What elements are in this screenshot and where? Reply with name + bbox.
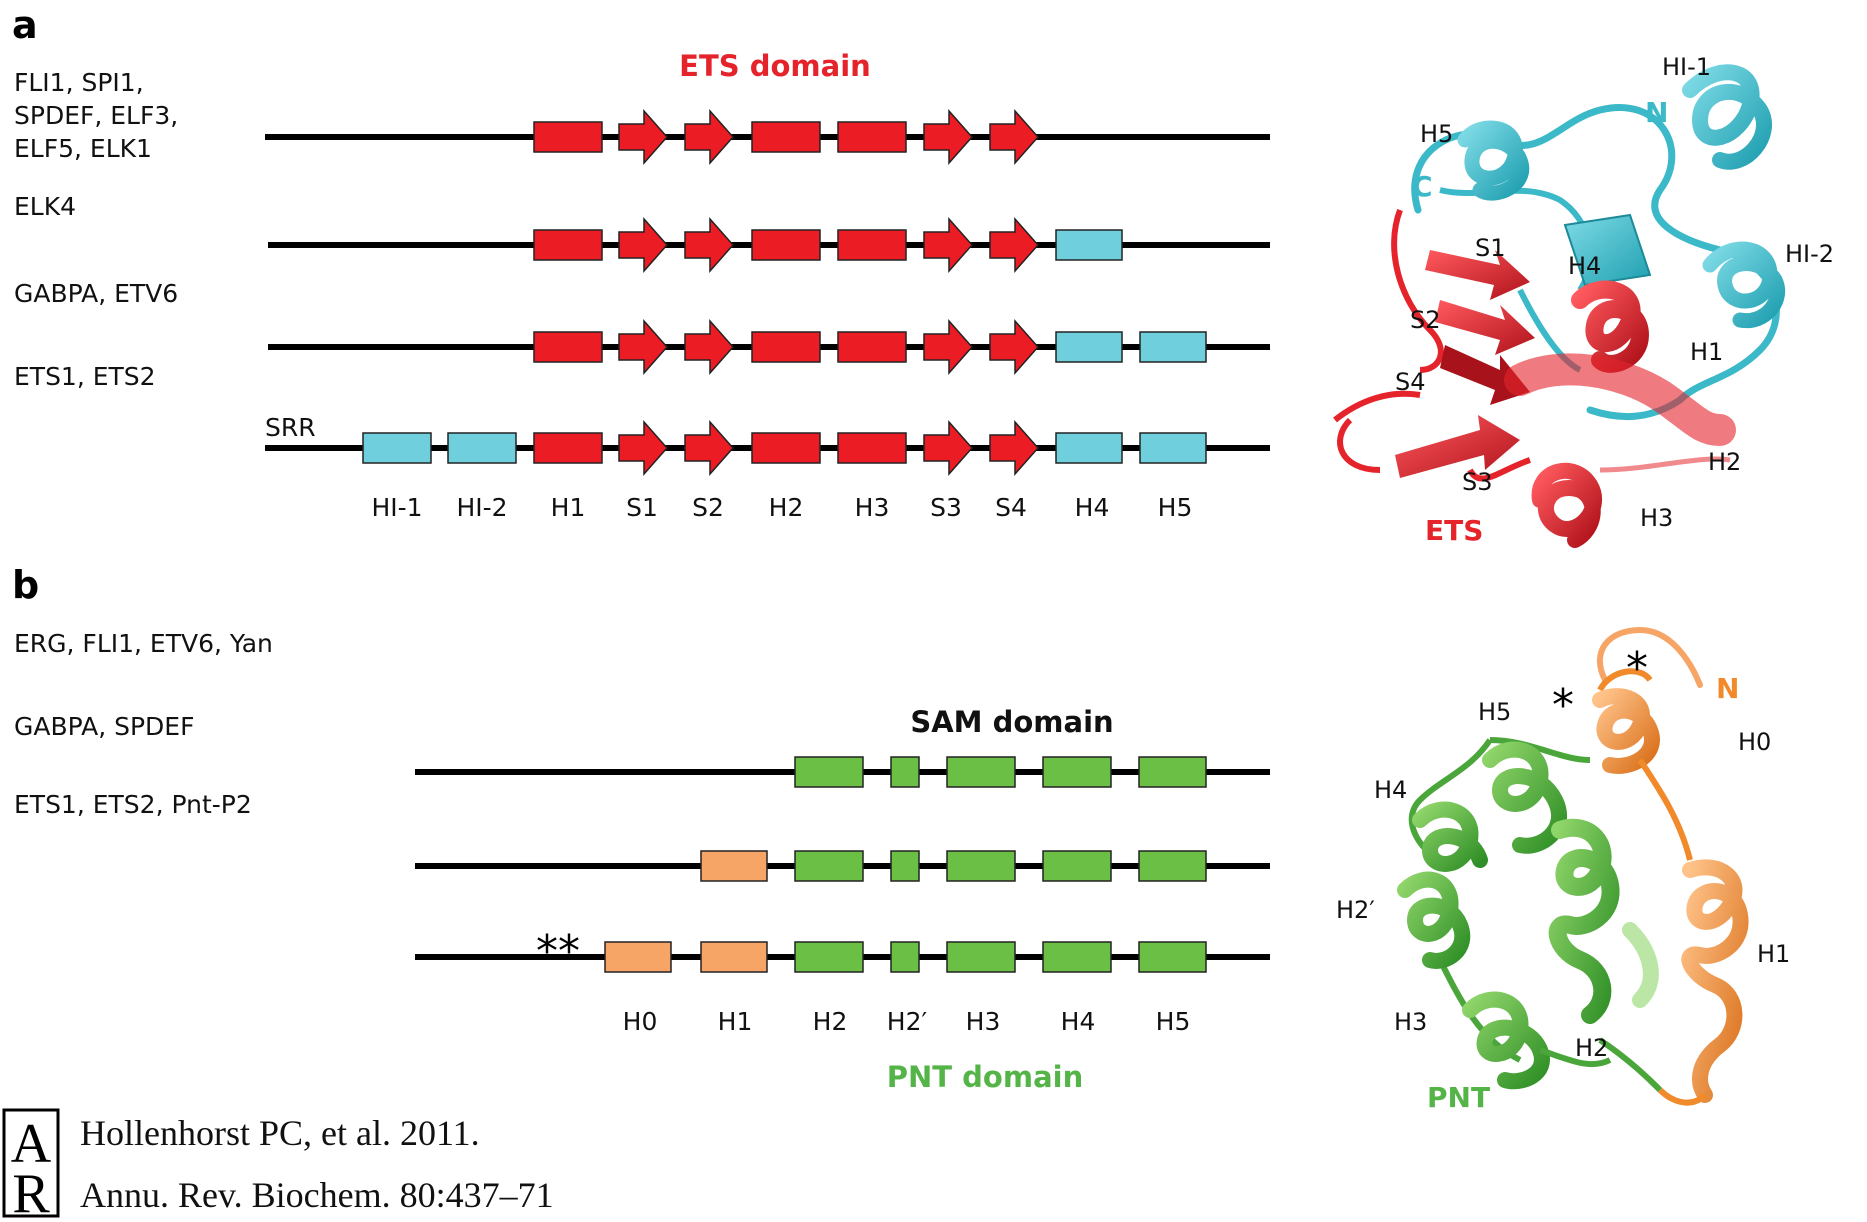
row-a2-names: ELK4	[14, 190, 76, 223]
element-label: H4	[1075, 493, 1110, 522]
row-a3-names: GABPA, ETV6	[14, 277, 178, 310]
label-h5-b: H5	[1478, 698, 1511, 726]
citation-line-2: Annu. Rev. Biochem. 80:437–71	[80, 1175, 554, 1215]
row-a1-names: FLI1, SPI1, SPDEF, ELF3, ELF5, ELK1	[14, 66, 178, 165]
row-name-line: ETS1, ETS2	[14, 362, 156, 391]
row-b1-names: ERG, FLI1, ETV6, Yan	[14, 627, 273, 660]
row-name-line: SPDEF, ELF3,	[14, 101, 179, 130]
row-a4-names: ETS1, ETS2	[14, 360, 156, 393]
element-label: H1	[718, 1007, 753, 1036]
element-label: S3	[930, 493, 962, 522]
element-label: HI-1	[371, 493, 422, 522]
row-name-line: ELK4	[14, 192, 77, 221]
label-h4: H4	[1568, 252, 1601, 280]
element-labels-a: HI-1 HI-2 H1 S1 S2 H2 H3 S3 S4 H4 H5	[371, 493, 1192, 522]
label-star-2: *	[1626, 643, 1648, 694]
element-label: S1	[626, 493, 658, 522]
label-h2p-b: H2′	[1336, 896, 1375, 924]
element-label: HI-2	[456, 493, 507, 522]
element-label: H2	[769, 493, 804, 522]
row-name-line: GABPA, SPDEF	[14, 712, 195, 741]
label-h3: H3	[1640, 504, 1673, 532]
element-label: H3	[966, 1007, 1001, 1036]
srr-label: SRR	[265, 413, 316, 442]
pnt-domain-title: PNT domain	[887, 1060, 1083, 1094]
label-h4-b: H4	[1374, 776, 1407, 804]
label-h2-b: H2	[1575, 1034, 1608, 1062]
sam-domain-title: SAM domain	[910, 705, 1113, 739]
element-label: H1	[551, 493, 586, 522]
label-pnt: PNT	[1427, 1081, 1490, 1114]
label-s3: S3	[1462, 468, 1493, 496]
element-label: S2	[692, 493, 724, 522]
label-n-terminus-b: N	[1716, 672, 1739, 705]
row-name-line: ETS1, ETS2, Pnt-P2	[14, 790, 252, 819]
row-name-line: ERG, FLI1, ETV6, Yan	[14, 629, 273, 658]
ets-domain-title: ETS domain	[679, 49, 871, 83]
label-s1: S1	[1475, 234, 1506, 262]
label-c-terminus: C	[1412, 170, 1433, 203]
label-h3-b: H3	[1394, 1008, 1427, 1036]
annual-reviews-logo: A R	[2, 1108, 60, 1222]
element-label: S4	[995, 493, 1027, 522]
protein-row-b1	[415, 756, 1270, 788]
protein-row-a1	[265, 109, 1270, 165]
logo-letter-a: A	[11, 1113, 52, 1175]
protein-row-b2	[415, 850, 1270, 882]
row-name-line: FLI1, SPI1,	[14, 68, 144, 97]
element-label: H2′	[887, 1007, 928, 1036]
element-label: H0	[623, 1007, 658, 1036]
panel-letter-a: a	[12, 3, 38, 47]
logo-letter-r: R	[12, 1163, 50, 1222]
label-h1: H1	[1690, 338, 1723, 366]
row-name-line: ELF5, ELK1	[14, 134, 152, 163]
label-n-terminus: N	[1645, 96, 1668, 129]
label-s4: S4	[1395, 368, 1426, 396]
label-h5: H5	[1420, 120, 1453, 148]
element-label: H5	[1158, 493, 1193, 522]
ets-structure: HI-1 N H5 C S1 H4 HI-2 S2 H1 S4 H2 S3 H3…	[1333, 53, 1834, 548]
row-b3-names: ETS1, ETS2, Pnt-P2	[14, 788, 252, 821]
protein-row-b3: **	[415, 926, 1270, 977]
citation-line-1: Hollenhorst PC, et al. 2011.	[80, 1113, 480, 1153]
phospho-asterisks: **	[536, 926, 580, 977]
label-star-1: *	[1552, 680, 1574, 731]
pnt-structure: * * N H5 H0 H4 H2′ H1 H3 H2 PNT	[1336, 626, 1790, 1114]
panel-letter-b: b	[12, 563, 39, 607]
element-label: H4	[1061, 1007, 1096, 1036]
label-hi1: HI-1	[1662, 53, 1711, 81]
protein-row-a3	[268, 319, 1270, 375]
element-label: H2	[813, 1007, 848, 1036]
row-b2-names: GABPA, SPDEF	[14, 710, 194, 743]
element-label: H5	[1156, 1007, 1191, 1036]
row-name-line: GABPA, ETV6	[14, 279, 179, 308]
protein-row-a2	[268, 217, 1270, 273]
label-ets: ETS	[1425, 514, 1483, 547]
label-h2: H2	[1708, 448, 1741, 476]
element-labels-b: H0 H1 H2 H2′ H3 H4 H5	[623, 1007, 1191, 1036]
label-hi2: HI-2	[1785, 240, 1834, 268]
label-h1-b: H1	[1757, 940, 1790, 968]
protein-row-a4: SRR	[265, 413, 1270, 476]
element-label: H3	[855, 493, 890, 522]
label-s2: S2	[1410, 306, 1441, 334]
label-h0-b: H0	[1738, 728, 1771, 756]
